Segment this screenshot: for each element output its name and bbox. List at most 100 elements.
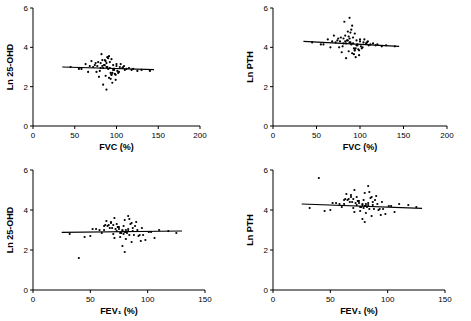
point <box>111 227 113 229</box>
point <box>374 199 376 201</box>
panel: 0246050100150200FVC (%)Ln 25-OHD <box>5 4 207 152</box>
x-axis-label: FEV₁ (%) <box>100 306 138 316</box>
point <box>89 65 91 67</box>
point <box>119 66 121 68</box>
point <box>134 225 136 227</box>
point <box>361 203 363 205</box>
point <box>382 208 384 210</box>
point <box>365 212 367 214</box>
point <box>116 223 118 225</box>
point <box>329 46 331 48</box>
point <box>357 48 359 50</box>
point <box>345 193 347 195</box>
x-tick <box>445 290 446 293</box>
plot-area <box>62 215 182 259</box>
point <box>92 228 94 230</box>
point <box>375 195 377 197</box>
point <box>361 47 363 49</box>
point <box>366 41 368 43</box>
point <box>105 62 107 64</box>
point <box>127 215 129 217</box>
y-tick-label: 4 <box>24 43 29 52</box>
y-tick-label: 2 <box>24 83 29 92</box>
x-tick <box>33 290 34 293</box>
point <box>112 233 114 235</box>
point <box>353 47 355 49</box>
point <box>112 64 114 66</box>
y-tick-label: 6 <box>264 166 269 175</box>
point <box>362 207 364 209</box>
x-tick-label: 150 <box>438 295 452 304</box>
point <box>78 257 80 259</box>
point <box>140 240 142 242</box>
point <box>95 228 97 230</box>
point <box>135 221 137 223</box>
point <box>358 54 360 56</box>
point <box>104 64 106 66</box>
point <box>104 59 106 61</box>
point <box>398 203 400 205</box>
y-tick-label: 2 <box>264 246 269 255</box>
point <box>87 71 89 73</box>
point <box>358 49 360 51</box>
point <box>139 234 141 236</box>
point <box>347 31 349 33</box>
x-tick <box>447 126 448 129</box>
y-axis-label: Ln PTH <box>245 214 255 246</box>
x-tick-label: 50 <box>312 131 321 140</box>
point <box>85 63 87 65</box>
point <box>100 53 102 55</box>
y-axis <box>273 8 274 126</box>
point <box>125 238 127 240</box>
point <box>110 72 112 74</box>
point <box>364 192 366 194</box>
point <box>331 40 333 42</box>
y-axis <box>33 8 34 126</box>
point <box>347 39 349 41</box>
point <box>343 203 345 205</box>
point <box>97 61 99 63</box>
point <box>324 210 326 212</box>
y-tick-label: 2 <box>24 246 29 255</box>
point <box>108 224 110 226</box>
point <box>376 203 378 205</box>
x-tick-label: 200 <box>440 131 454 140</box>
trend-line <box>303 41 399 46</box>
x-tick-label: 0 <box>31 295 36 304</box>
point <box>118 228 120 230</box>
point <box>361 218 363 220</box>
point <box>393 211 395 213</box>
figure: 0246050100150200FVC (%)Ln 25-OHD02460501… <box>0 0 471 321</box>
point <box>108 77 110 79</box>
panel: 0246050100150200FVC (%)Ln PTH <box>245 4 454 152</box>
x-axis <box>273 290 445 291</box>
x-tick-label: 50 <box>326 295 335 304</box>
point <box>175 232 177 234</box>
point <box>123 65 125 67</box>
point <box>119 236 121 238</box>
y-tick-label: 0 <box>264 286 269 295</box>
point <box>351 25 353 27</box>
x-tick <box>200 126 201 129</box>
plot-area <box>302 177 422 223</box>
point <box>131 241 133 243</box>
point <box>348 37 350 39</box>
point <box>105 89 107 91</box>
point <box>103 225 105 227</box>
point <box>128 234 130 236</box>
point <box>354 202 356 204</box>
point <box>343 21 345 23</box>
x-tick-label: 50 <box>70 131 79 140</box>
point <box>117 72 119 74</box>
y-tick <box>30 47 33 48</box>
y-axis-label: Ln 25-OHD <box>5 43 15 90</box>
point <box>359 40 361 42</box>
point <box>359 210 361 212</box>
point <box>110 58 112 60</box>
point <box>348 17 350 19</box>
y-tick <box>30 8 33 9</box>
point <box>90 60 92 62</box>
point <box>362 199 364 201</box>
point <box>132 227 134 229</box>
plot-area <box>303 17 399 60</box>
